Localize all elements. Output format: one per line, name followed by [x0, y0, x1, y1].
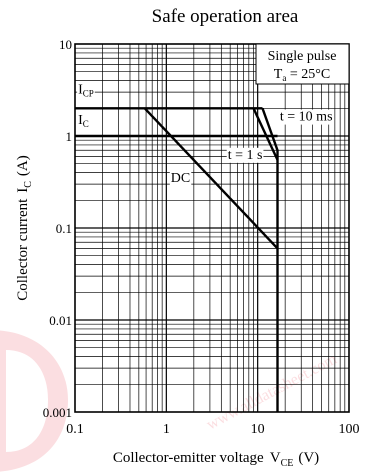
y-axis-label-symbol: I — [15, 188, 31, 193]
plot-frame — [74, 43, 350, 413]
legend-ta-symbol: T — [274, 67, 283, 82]
x-axis-label: Collector-emitter voltage VCE (V) — [113, 450, 319, 469]
icp-label: ICP — [78, 83, 94, 99]
y-tick-label: 0.1 — [56, 221, 72, 236]
label-background — [278, 109, 334, 125]
x-axis-label-symbol: V — [270, 450, 281, 466]
t10ms-label: t = 10 ms — [280, 110, 333, 125]
series-line-dc — [143, 107, 279, 250]
series-group — [75, 107, 279, 412]
y-axis-label-unit: (A) — [15, 155, 31, 176]
y-tick-label: 10 — [59, 37, 72, 52]
label-background — [77, 113, 90, 129]
y-axis-label: Collector current IC (A) — [15, 155, 34, 301]
x-axis-label-unit: (V) — [298, 450, 319, 466]
y-axis-label-text: Collector current — [15, 198, 31, 301]
label-background — [226, 147, 264, 163]
legend-line-2: Ta = 25°C — [274, 67, 330, 83]
ic-label: IC — [78, 113, 89, 129]
y-tick-label: 0.01 — [49, 313, 72, 328]
x-axis-label-text: Collector-emitter voltage — [113, 450, 264, 466]
x-tick-labels: 0.1 1 10 100 — [66, 422, 359, 437]
series-line-t1s — [252, 107, 279, 161]
legend-ta-value: = 25°C — [286, 67, 330, 82]
ic-label-sub: C — [83, 119, 89, 129]
watermark-logo — [0, 330, 68, 472]
legend-box: Single pulse Ta = 25°C — [255, 43, 350, 85]
annotations: ICP IC t = 10 ms t = 1 s DC — [77, 82, 334, 187]
dc-label: DC — [171, 171, 190, 186]
legend-line-1: Single pulse — [268, 49, 337, 64]
legend-box-frame — [255, 43, 350, 85]
grid — [75, 44, 349, 412]
x-tick-label: 0.1 — [66, 422, 84, 437]
ic-label-symbol: I — [78, 113, 83, 128]
label-background — [169, 171, 192, 187]
y-tick-label: 0.001 — [43, 405, 72, 420]
y-tick-labels: 0.001 0.01 0.1 1 10 — [43, 37, 72, 420]
plot-area: Single pulse Ta = 25°C ICP IC t = 10 ms … — [74, 43, 350, 413]
x-tick-label: 100 — [339, 422, 360, 437]
chart-title: Safe operation area — [152, 6, 299, 27]
legend-ta-sub: a — [282, 73, 286, 83]
t1s-label: t = 1 s — [228, 148, 263, 163]
x-tick-label: 10 — [251, 422, 265, 437]
x-tick-label: 1 — [163, 422, 170, 437]
y-tick-label: 1 — [66, 129, 73, 144]
icp-label-sub: CP — [83, 89, 94, 99]
series-line-t10ms — [261, 107, 279, 151]
icp-label-symbol: I — [78, 83, 83, 98]
label-background — [77, 82, 95, 99]
watermark-text: www.alldatasheet.com — [204, 350, 340, 433]
y-axis-label-sub: C — [23, 181, 34, 188]
x-axis-label-sub: CE — [281, 458, 294, 469]
